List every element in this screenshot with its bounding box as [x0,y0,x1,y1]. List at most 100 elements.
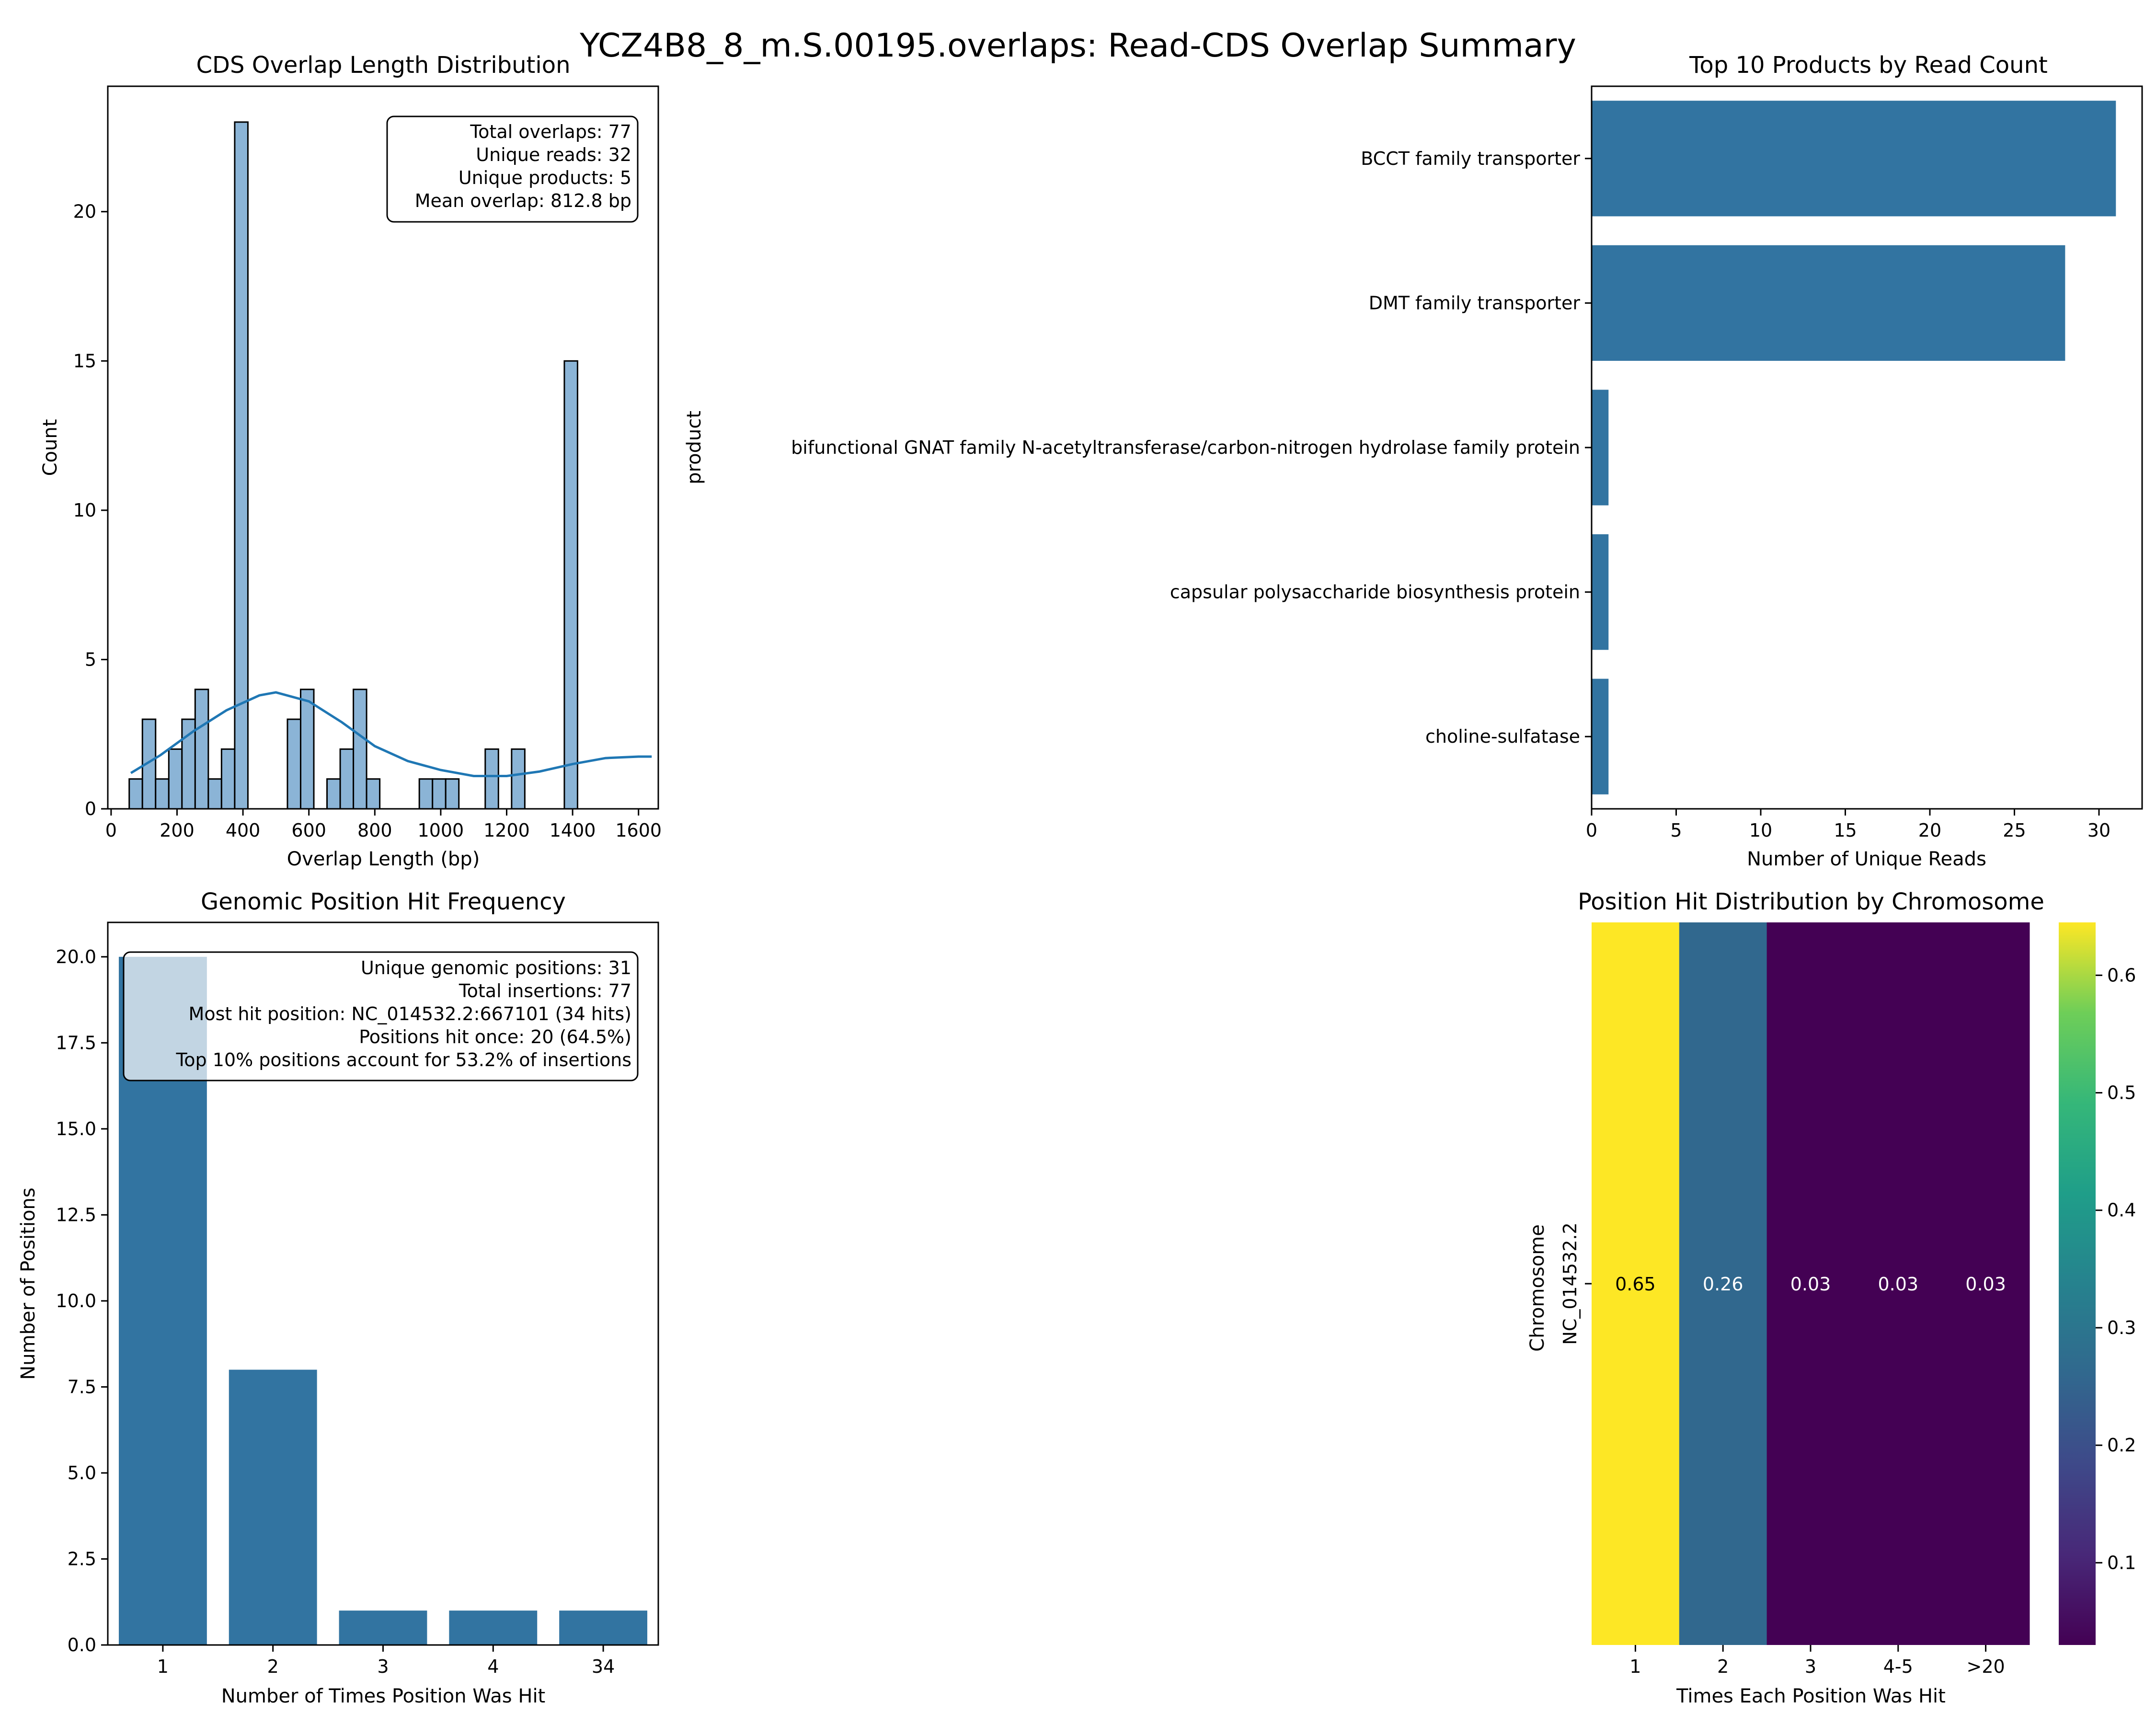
figure-title: YCZ4B8_8_m.S.00195.overlaps: Read-CDS Ov… [579,27,1576,65]
products-x-label: Number of Unique Reads [1747,848,1986,870]
heatmap-cell-label: 0.26 [1703,1274,1743,1295]
x-tick-label: 1 [157,1656,169,1677]
y-tick-label: 2.5 [68,1548,96,1569]
y-tick-label: 5.0 [68,1462,96,1484]
chromosome-heatmap: Position Hit Distribution by Chromosome … [1526,888,2136,1707]
y-tick-label: 0.0 [68,1634,96,1656]
annotation-line: Total insertions: 77 [459,980,631,1001]
histogram-bar [484,748,499,810]
annotation-line: Positions hit once: 20 (64.5%) [359,1026,631,1047]
x-tick-label: 200 [160,820,195,841]
histogram-bar [366,778,381,810]
histogram-bar [418,778,434,810]
x-tick-label: 1600 [615,820,662,841]
histogram-bar [128,778,143,810]
y-tick-label: 12.5 [56,1204,96,1225]
heatmap-x-label: Times Each Position Was Hit [1676,1685,1946,1707]
hit-frequency-x-ticks: 1 2 3 4 34 [157,1645,615,1677]
y-tick-label: NC_014532.2 [1560,1222,1581,1345]
histogram-title: CDS Overlap Length Distribution [196,52,571,79]
product-label: choline-sulfatase [1425,726,1580,747]
histogram-frame [107,85,659,810]
histogram-bar [432,778,447,810]
heatmap-cells: 0.65 0.26 0.03 0.03 0.03 [1592,922,2030,1645]
products-frame [1591,85,2143,810]
product-label: BCCT family transporter [1361,148,1580,169]
histogram-bar [287,718,301,810]
annotation-line: Total overlaps: 77 [470,121,631,142]
y-tick-label: 0 [85,798,96,819]
product-bar [1592,534,1609,650]
colorbar-tick-label: 0.4 [2107,1200,2136,1221]
x-tick-label: 30 [2087,820,2110,841]
hit-frequency-bar [229,1369,317,1645]
x-tick-label: 3 [1805,1656,1816,1677]
heatmap-cell [1854,922,1942,1645]
x-tick-label: 800 [357,820,392,841]
colorbar-tick-label: 0.6 [2107,965,2136,986]
heatmap-cell-label: 0.03 [1965,1274,2006,1295]
x-tick-label: 2 [267,1656,279,1677]
hit-frequency-bar [449,1610,538,1645]
histogram-bar [220,748,236,810]
heatmap-cell [1592,922,1680,1645]
products-y-tick-labels: BCCT family transporter DMT family transp… [791,148,1592,747]
heatmap-cell [1766,922,1855,1645]
histogram-bar [353,689,367,810]
histogram-x-label: Overlap Length (bp) [287,848,480,870]
y-tick-label: 20.0 [56,946,96,967]
x-tick-label: 1 [1629,1656,1641,1677]
heatmap-cell-label: 0.03 [1790,1274,1831,1295]
colorbar-ticks: 0.1 0.2 0.3 0.4 0.5 0.6 [2096,965,2136,1573]
histogram-bar [207,778,222,810]
product-label: capsular polysaccharide biosynthesis pro… [1170,582,1580,603]
x-tick-label: 0 [1586,820,1597,841]
annotation-line: Most hit position: NC_014532.2:667101 (3… [189,1003,631,1024]
hit-frequency-title: Genomic Position Hit Frequency [201,888,566,915]
kde-curve [130,691,652,777]
y-tick-label: 15 [73,350,96,371]
product-bar [1592,101,2116,217]
x-tick-label: 25 [2003,820,2026,841]
histogram-y-ticks: 0 5 10 15 20 [73,201,108,819]
product-label: bifunctional GNAT family N-acetyltransfe… [791,437,1580,458]
histogram-bar [299,689,315,810]
products-x-ticks: 0 5 10 15 20 25 30 [1586,809,2110,841]
x-tick-label: 15 [1834,820,1857,841]
product-bar [1592,678,1609,794]
products-bars [1592,101,2116,794]
annotation-line: Unique reads: 32 [476,144,631,165]
x-tick-label: 1200 [483,820,530,841]
products-y-label: product [683,411,705,484]
x-tick-label: 5 [1670,820,1682,841]
x-tick-label: 0 [105,820,117,841]
y-tick-label: 10.0 [56,1290,96,1311]
histogram-bar [155,778,170,810]
annotation-line: Top 10% positions account for 53.2% of i… [176,1049,631,1070]
histogram-bar [563,360,578,810]
annotation-line: Unique genomic positions: 31 [361,957,631,978]
x-tick-label: 3 [377,1656,389,1677]
histogram-bar [326,778,341,810]
x-tick-label: 4-5 [1883,1656,1913,1677]
heatmap-cell-label: 0.65 [1615,1274,1656,1295]
heatmap-cell-label: 0.03 [1878,1274,1918,1295]
hit-frequency-x-label: Number of Times Position Was Hit [221,1685,546,1707]
colorbar-tick-label: 0.1 [2107,1552,2136,1573]
hit-frequency-bar [339,1610,427,1645]
y-tick-label: 17.5 [56,1032,96,1053]
x-tick-label: 2 [1717,1656,1729,1677]
x-tick-label: 20 [1918,820,1941,841]
x-tick-label: 10 [1749,820,1772,841]
colorbar [2059,922,2096,1645]
y-tick-label: 15.0 [56,1118,96,1139]
heatmap-title: Position Hit Distribution by Chromosome [1578,888,2044,915]
x-tick-label: 34 [592,1656,615,1677]
x-tick-label: >20 [1966,1656,2005,1677]
product-bar [1592,390,1609,506]
histogram-bar [339,748,355,810]
y-tick-label: 10 [73,500,96,521]
